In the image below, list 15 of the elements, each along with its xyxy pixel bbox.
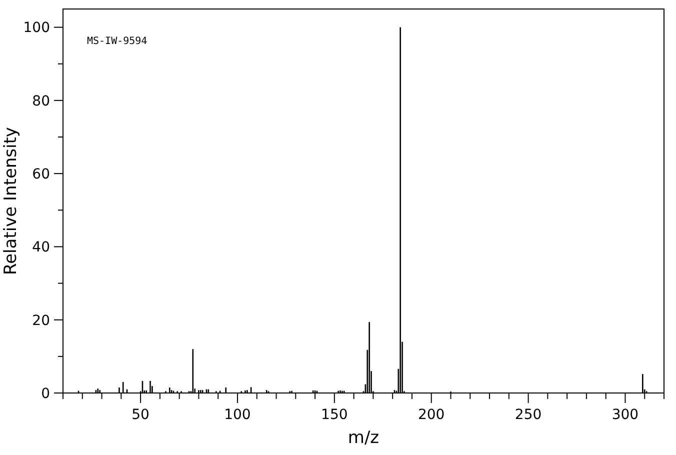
x-tick-label: 150 [321,407,348,423]
y-axis-title: Relative Intensity [1,127,21,275]
y-tick-label: 20 [32,312,50,329]
y-tick-label: 100 [23,20,50,36]
annotation: MS-IW-9594 [87,36,148,47]
x-axis-title: m/z [348,428,380,448]
x-tick-label: 200 [418,407,445,423]
y-tick-label: 0 [41,386,50,402]
x-tick-label: 300 [612,407,639,423]
x-tick-label: 50 [132,407,150,423]
x-tick-label: 100 [224,407,251,423]
y-tick-label: 60 [32,166,50,182]
x-tick-label: 250 [514,407,542,423]
y-tick-label: 80 [32,93,50,110]
y-tick-label: 40 [32,240,50,256]
